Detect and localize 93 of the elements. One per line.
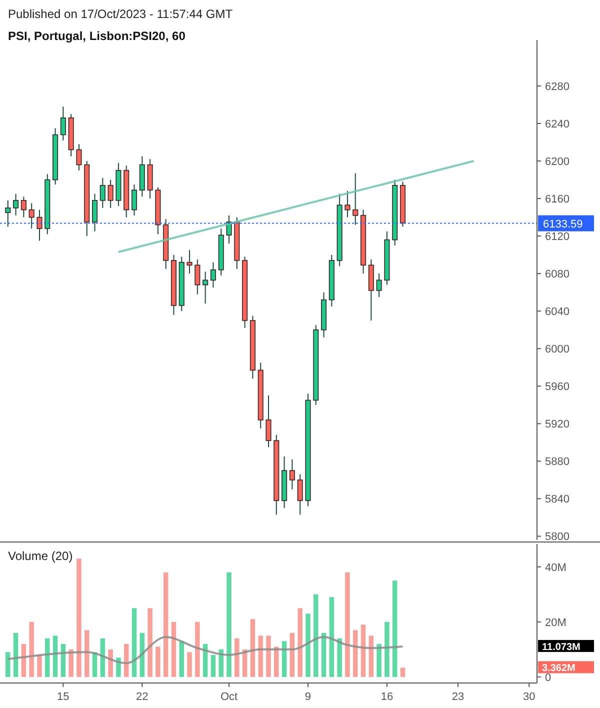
candlestick [20,196,26,218]
candlestick [297,474,303,516]
y-tick-label: 6240 [545,118,570,130]
y-tick-label: 5800 [545,531,570,544]
bar [384,622,390,677]
bar [314,594,318,677]
bar [148,608,152,677]
candlestick [376,273,382,298]
candlestick [5,200,11,228]
x-tick-label: 9 [304,691,312,703]
x-tick-label: 16 [380,691,394,703]
candlestick [28,202,34,230]
y-tick-label: 5840 [545,494,570,506]
bar [234,638,240,677]
bar [218,649,224,677]
bar [84,630,90,677]
candlestick [13,193,19,216]
bar [187,652,192,677]
bar [290,632,295,677]
y-tick-label: 40M [545,562,566,574]
candlestick [100,177,106,208]
x-tick-label: 22 [136,691,148,703]
bar [353,630,358,677]
bar [45,638,50,677]
bar [400,668,406,677]
y-tick-label: 5920 [545,418,570,431]
y-tick-label: 20M [545,616,566,629]
bar [68,649,74,677]
ref-line-label: 6133.59 [543,218,583,230]
text: Volume (20) [8,549,73,563]
bar [210,654,216,677]
bar [274,646,279,677]
bar [321,632,326,677]
candlestick [108,179,114,208]
bar [298,608,302,677]
text: 3.362M [542,663,576,674]
chart-title: PSI, Portugal, Lisbon:PSI20, 60 [8,29,186,43]
bar [250,619,256,677]
bar [37,654,42,677]
candlestick [131,184,138,216]
bar [156,646,160,677]
x-tick-label: 23 [452,691,464,703]
y-tick-label: 6200 [545,156,570,168]
bar [258,636,263,677]
candlestick [36,209,42,242]
bar [329,597,334,677]
candlestick [289,458,295,490]
y-tick-label: 5960 [545,381,570,394]
candlestick [344,190,350,218]
x-tick-label: 30 [522,691,536,703]
candlestick [92,193,98,232]
bar [132,608,137,677]
bar [108,649,113,677]
bar [345,572,350,677]
bar [266,636,271,677]
line-series [6,636,404,664]
bar [282,641,287,677]
y-tick-label: 6040 [545,306,570,318]
candlestick [352,172,358,226]
y-tick-label: 6120 [545,231,570,244]
y-tick-label: 6000 [545,344,570,356]
bar [52,636,58,677]
y-tick-label: 0 [545,672,552,684]
bar [6,652,10,677]
bar [29,622,34,677]
candlestick [194,259,200,295]
bar [337,638,342,677]
bar [163,572,168,677]
bar [368,636,374,677]
candlestick [266,395,272,448]
bar [195,622,200,677]
candlestick [210,262,216,288]
bar [13,632,18,677]
candlestick [60,106,66,141]
candlestick [202,271,208,304]
y-tick-label: 6280 [545,80,570,93]
bar [376,644,382,677]
bar [392,580,398,677]
candlestick [186,250,192,274]
bar [76,558,82,677]
text: Published on 17/Oct/2023 - 11:57:44 GMT [8,7,234,21]
x-tick-label: Oct [220,691,238,703]
y-tick-label: 5880 [545,456,570,468]
x-tick-label: 15 [57,691,70,703]
candlestick [76,144,82,171]
y-tick-label: 6160 [545,194,570,206]
bar [306,614,310,677]
bar [171,622,176,677]
bar [226,572,232,677]
bar [179,641,184,677]
y-tick-label: 6080 [545,268,570,281]
bar [360,624,366,677]
text: 11.073M [542,642,580,653]
